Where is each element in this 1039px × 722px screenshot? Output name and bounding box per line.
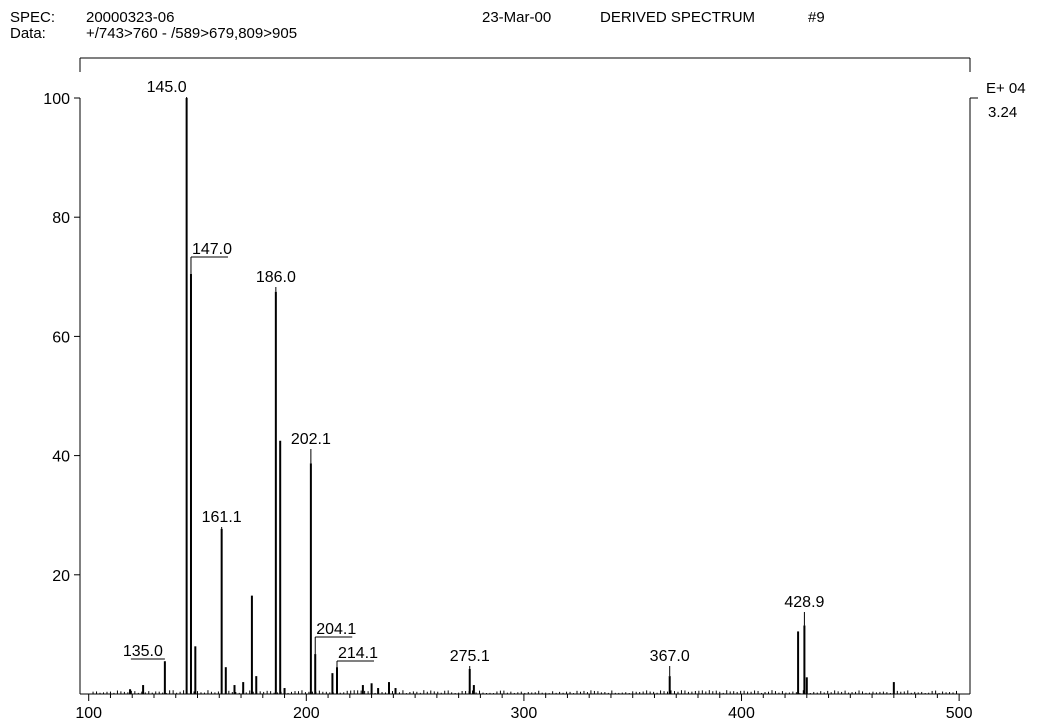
y-tick-label: 100 (43, 91, 70, 108)
data-value: +/743>760 - /589>679,809>905 (86, 25, 298, 42)
y-tick-label: 60 (52, 329, 70, 346)
peak-label: 161.1 (202, 509, 242, 526)
x-tick-label: 400 (728, 705, 755, 722)
frame (79, 57, 971, 695)
spec-label: SPEC: (10, 9, 56, 26)
spectrum-title: DERIVED SPECTRUM (600, 9, 756, 26)
peak-label: 214.1 (338, 645, 378, 662)
scale-value: 3.24 (988, 104, 1017, 121)
scan-number: #9 (808, 9, 825, 26)
peak-label: 367.0 (650, 648, 690, 665)
x-tick-label: 100 (75, 705, 102, 722)
peak-label: 202.1 (291, 431, 331, 448)
x-tick-label: 500 (946, 705, 973, 722)
y-ticks: 20 40 60 80 100 (43, 91, 80, 585)
x-tick-label: 200 (293, 705, 320, 722)
peak-label: 145.0 (147, 79, 187, 96)
y-tick-label: 20 (52, 568, 70, 585)
x-tick-label: 300 (511, 705, 538, 722)
spec-value: 20000323-06 (86, 9, 175, 26)
y-tick-label: 40 (52, 449, 70, 466)
peaks (129, 98, 895, 694)
y-tick-label: 80 (52, 210, 70, 227)
scale-indicator: E+ 04 3.24 (970, 80, 1026, 121)
peak-label: 428.9 (784, 594, 824, 611)
x-ticks: 100 200 300 400 500 (75, 694, 973, 722)
peak-label: 135.0 (123, 643, 163, 660)
peak-label-connectors (130, 97, 805, 677)
spectrum-date: 23-Mar-00 (482, 9, 552, 26)
peak-label: 204.1 (316, 621, 356, 638)
scale-exponent: E+ 04 (986, 80, 1026, 97)
peak-label: 147.0 (192, 241, 232, 258)
peak-label: 275.1 (450, 648, 490, 665)
data-label: Data: (10, 25, 46, 42)
peak-labels: 135.0 145.0 147.0 161.1 186.0 202.1 204.1 214.1… (123, 79, 825, 665)
peak-label: 186.0 (256, 269, 296, 286)
